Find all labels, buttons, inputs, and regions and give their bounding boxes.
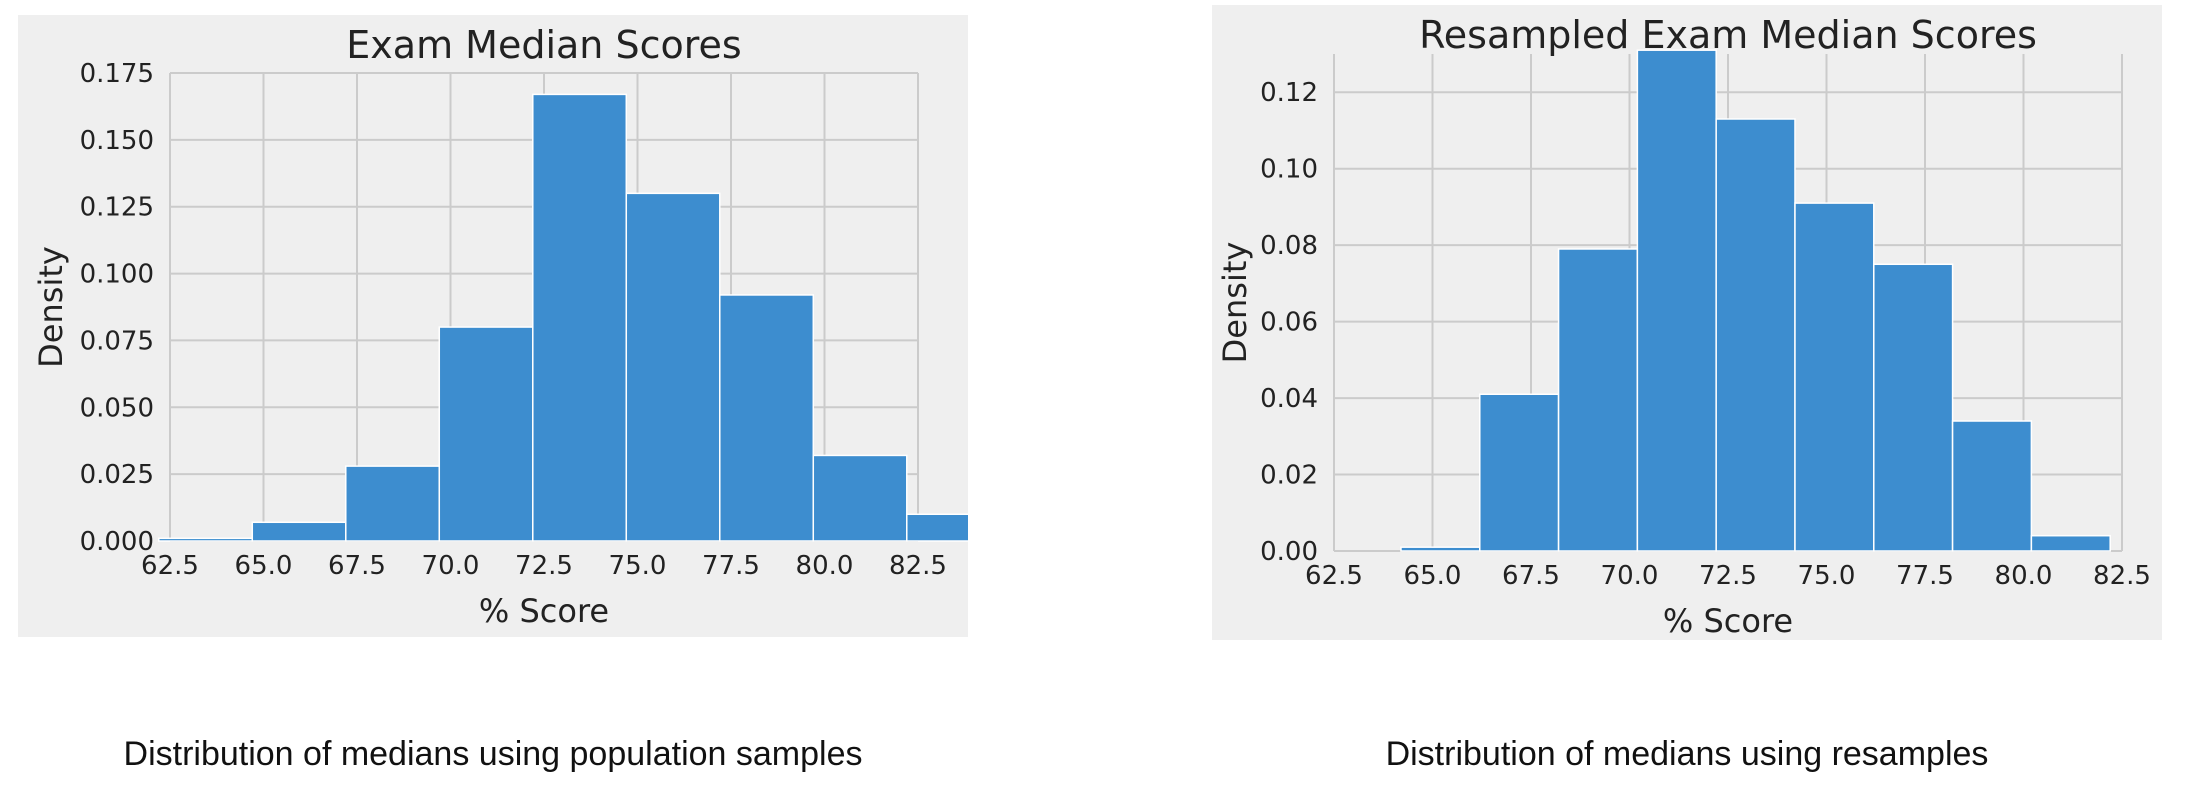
histogram-bar [345, 465, 441, 542]
x-tick-label: 80.0 [796, 551, 854, 581]
histogram-bar [532, 93, 628, 542]
x-tick-label: 70.0 [422, 551, 480, 581]
histogram-bar [1479, 393, 1560, 552]
x-tick-label: 67.5 [1502, 561, 1560, 591]
y-tick-label: 0.175 [80, 59, 154, 89]
histogram-bar [1873, 263, 1954, 552]
x-tick-label: 65.0 [235, 551, 293, 581]
histogram-bar [812, 454, 908, 542]
histogram-bar [719, 294, 815, 542]
x-tick-label: 77.5 [702, 551, 760, 581]
histogram-bar [625, 192, 721, 542]
histogram-bar [1557, 248, 1639, 552]
y-tick-label: 0.000 [80, 527, 154, 557]
x-tick-label: 72.5 [515, 551, 573, 581]
y-axis-label: Density [32, 246, 70, 368]
x-tick-label: 65.0 [1404, 561, 1462, 591]
y-tick-label: 0.02 [1260, 461, 1318, 491]
y-tick-label: 0.025 [80, 460, 154, 490]
x-tick-label: 77.5 [1896, 561, 1954, 591]
y-tick-label: 0.125 [80, 193, 154, 223]
exam-median-histogram: 0.000 0.025 0.050 0.075 0.100 0.125 0.150 0.175… [18, 15, 968, 637]
y-tick-label: 0.050 [80, 393, 154, 423]
x-tick-label: 67.5 [328, 551, 386, 581]
y-tick-label: 0.100 [80, 260, 154, 290]
x-tick-label: 80.0 [1995, 561, 2053, 591]
histogram-bar [251, 521, 347, 542]
x-tick-label: 82.5 [889, 551, 947, 581]
y-tick-label: 0.150 [80, 126, 154, 156]
histogram-bar [2030, 534, 2111, 552]
x-tick-label: 82.5 [2093, 561, 2151, 591]
histogram-bar [1715, 118, 1796, 552]
y-tick-label: 0.06 [1260, 308, 1318, 338]
y-tick-label: 0.075 [80, 326, 154, 356]
histogram-bar [1951, 420, 2033, 552]
histogram-bar [158, 537, 254, 542]
histogram-bar [1636, 49, 1717, 552]
resampled-median-histogram: 0.00 0.02 0.04 0.06 0.08 0.10 0.12 62.5 65.0 67.5… [1212, 5, 2162, 640]
histogram-bar [438, 326, 534, 542]
x-tick-label: 75.0 [1798, 561, 1856, 591]
y-axis-label: Density [1216, 242, 1254, 364]
x-axis-label: % Score [479, 592, 609, 630]
x-tick-label: 62.5 [1305, 561, 1363, 591]
x-tick-label: 70.0 [1601, 561, 1659, 591]
histogram-bar [1794, 202, 1875, 552]
y-tick-label: 0.12 [1260, 78, 1318, 108]
chart-title: Resampled Exam Median Scores [1419, 13, 2037, 57]
y-tick-label: 0.10 [1260, 155, 1318, 185]
x-tick-label: 72.5 [1699, 561, 1757, 591]
left-caption: Distribution of medians using population… [123, 735, 863, 773]
y-tick-label: 0.00 [1260, 537, 1318, 567]
y-tick-label: 0.08 [1260, 231, 1318, 261]
histogram-bar [1400, 546, 1481, 552]
x-axis-label: % Score [1663, 602, 1793, 640]
histogram-bar [906, 513, 968, 542]
y-tick-label: 0.04 [1260, 384, 1318, 414]
right-caption: Distribution of medians using resamples [1385, 735, 1989, 773]
chart-title: Exam Median Scores [346, 23, 741, 67]
x-tick-label: 75.0 [609, 551, 667, 581]
x-tick-label: 62.5 [141, 551, 199, 581]
